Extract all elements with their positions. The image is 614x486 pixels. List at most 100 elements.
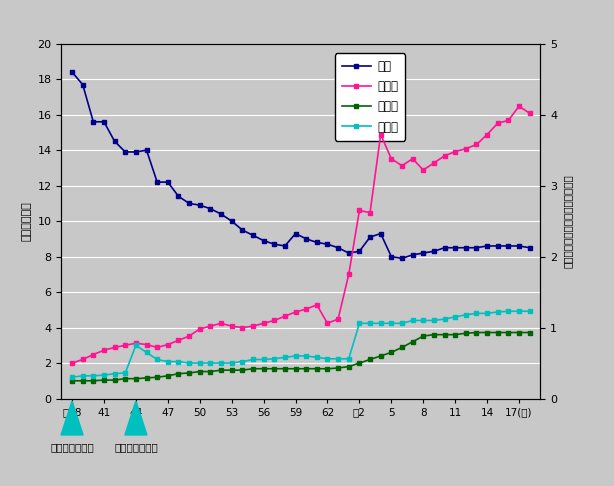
総数 <box>79 82 87 87</box>
稲川会 <box>462 330 470 336</box>
山口組 <box>154 345 161 350</box>
総数 <box>430 248 438 254</box>
総数 <box>281 243 289 249</box>
総数 <box>345 250 352 256</box>
山口組 <box>68 360 76 366</box>
総数 <box>473 245 480 251</box>
総数 <box>313 240 321 245</box>
総数 <box>483 243 491 249</box>
住吉会 <box>196 360 203 366</box>
山口組 <box>515 103 523 109</box>
住吉会 <box>324 356 331 362</box>
山口組 <box>483 132 491 138</box>
総数 <box>122 149 129 155</box>
住吉会 <box>398 320 406 326</box>
Text: 第二次頂上作戦: 第二次頂上作戦 <box>114 442 158 452</box>
山口組 <box>473 141 480 147</box>
住吉会 <box>356 320 363 326</box>
稲川会 <box>207 369 214 375</box>
住吉会 <box>217 360 225 366</box>
稲川会 <box>313 366 321 372</box>
総数 <box>175 193 182 199</box>
稲川会 <box>271 366 278 372</box>
山口組 <box>122 342 129 348</box>
山口組 <box>90 351 97 357</box>
稲川会 <box>185 370 193 376</box>
Line: 総数: 総数 <box>69 69 532 261</box>
稲川会 <box>90 378 97 384</box>
山口組 <box>367 209 374 215</box>
総数 <box>260 238 267 243</box>
総数 <box>68 69 76 75</box>
山口組 <box>292 309 299 315</box>
稲川会 <box>228 367 235 373</box>
総数 <box>100 119 107 125</box>
住吉会 <box>505 308 512 314</box>
山口組 <box>239 325 246 330</box>
総数 <box>356 248 363 254</box>
山口組 <box>207 323 214 329</box>
住吉会 <box>90 373 97 379</box>
Line: 稲川会: 稲川会 <box>69 330 532 383</box>
山口組 <box>441 153 448 159</box>
稲川会 <box>398 345 406 350</box>
総数 <box>324 241 331 247</box>
稲川会 <box>324 366 331 372</box>
山口組 <box>303 306 310 312</box>
山口組 <box>430 160 438 166</box>
稲川会 <box>260 366 267 372</box>
山口組 <box>249 323 257 329</box>
総数 <box>335 245 342 251</box>
稲川会 <box>111 377 119 383</box>
Line: 住吉会: 住吉会 <box>69 309 532 380</box>
山口組 <box>526 110 534 116</box>
山口組 <box>228 323 235 329</box>
総数 <box>90 119 97 125</box>
山口組 <box>164 342 171 347</box>
稲川会 <box>367 357 374 363</box>
稲川会 <box>303 366 310 372</box>
住吉会 <box>430 317 438 323</box>
稲川会 <box>430 332 438 338</box>
住吉会 <box>377 320 384 326</box>
稲川会 <box>132 376 139 382</box>
総数 <box>143 147 150 153</box>
住吉会 <box>175 359 182 364</box>
山口組 <box>335 316 342 322</box>
山口組 <box>281 313 289 319</box>
稲川会 <box>387 349 395 355</box>
稲川会 <box>505 330 512 335</box>
稲川会 <box>122 376 129 382</box>
山口組 <box>398 163 406 169</box>
住吉会 <box>441 316 448 322</box>
住吉会 <box>143 349 150 355</box>
稲川会 <box>217 367 225 373</box>
住吉会 <box>292 353 299 359</box>
稲川会 <box>345 364 352 369</box>
山口組 <box>356 208 363 213</box>
総数 <box>377 231 384 237</box>
山口組 <box>271 317 278 323</box>
稲川会 <box>164 373 171 379</box>
総数 <box>505 243 512 249</box>
稲川会 <box>515 330 523 335</box>
住吉会 <box>451 314 459 320</box>
総数 <box>249 232 257 238</box>
総数 <box>387 254 395 260</box>
山口組 <box>313 302 321 308</box>
住吉会 <box>335 356 342 362</box>
山口組 <box>345 271 352 277</box>
住吉会 <box>462 312 470 318</box>
住吉会 <box>100 372 107 378</box>
住吉会 <box>239 359 246 364</box>
総数 <box>217 211 225 217</box>
山口組 <box>462 146 470 152</box>
稲川会 <box>68 378 76 384</box>
総数 <box>419 250 427 256</box>
山口組 <box>260 320 267 326</box>
住吉会 <box>185 360 193 366</box>
総数 <box>303 236 310 242</box>
住吉会 <box>345 356 352 362</box>
Y-axis label: 総数（万人）: 総数（万人） <box>22 201 32 241</box>
住吉会 <box>249 357 257 363</box>
